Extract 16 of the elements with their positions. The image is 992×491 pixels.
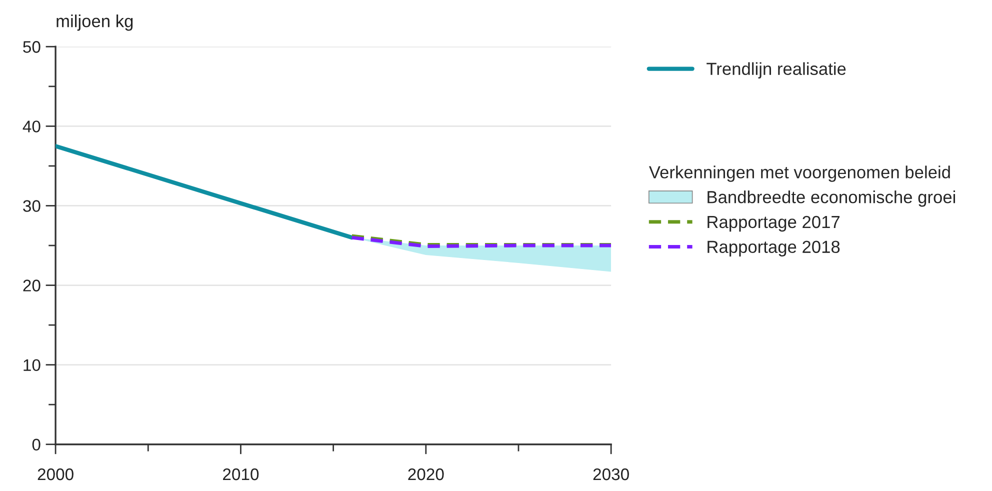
legend-title: Verkenningen met voorgenomen beleid — [648, 166, 950, 182]
y-tick-label: 0 — [32, 438, 40, 451]
y-axis-title: miljoen kg — [56, 14, 133, 31]
x-tick-label: 2020 — [408, 468, 444, 480]
x-tick-label: 2010 — [223, 468, 259, 480]
x-tick-label: 2030 — [593, 468, 629, 480]
x-tick-label: 2000 — [38, 468, 74, 480]
y-tick-label: 50 — [23, 41, 40, 53]
legend-label: Bandbreedte economische groei — [708, 190, 956, 207]
y-tick-label: 30 — [23, 200, 40, 212]
y-tick-label: 10 — [24, 359, 40, 372]
legend-label: Rapportage 2017 — [708, 216, 840, 232]
y-tick-label: 40 — [22, 120, 40, 132]
legend-label: Rapportage 2018 — [708, 240, 840, 256]
y-tick-label: 20 — [23, 280, 40, 292]
legend-label: Trendlijn realisatie — [706, 62, 846, 78]
